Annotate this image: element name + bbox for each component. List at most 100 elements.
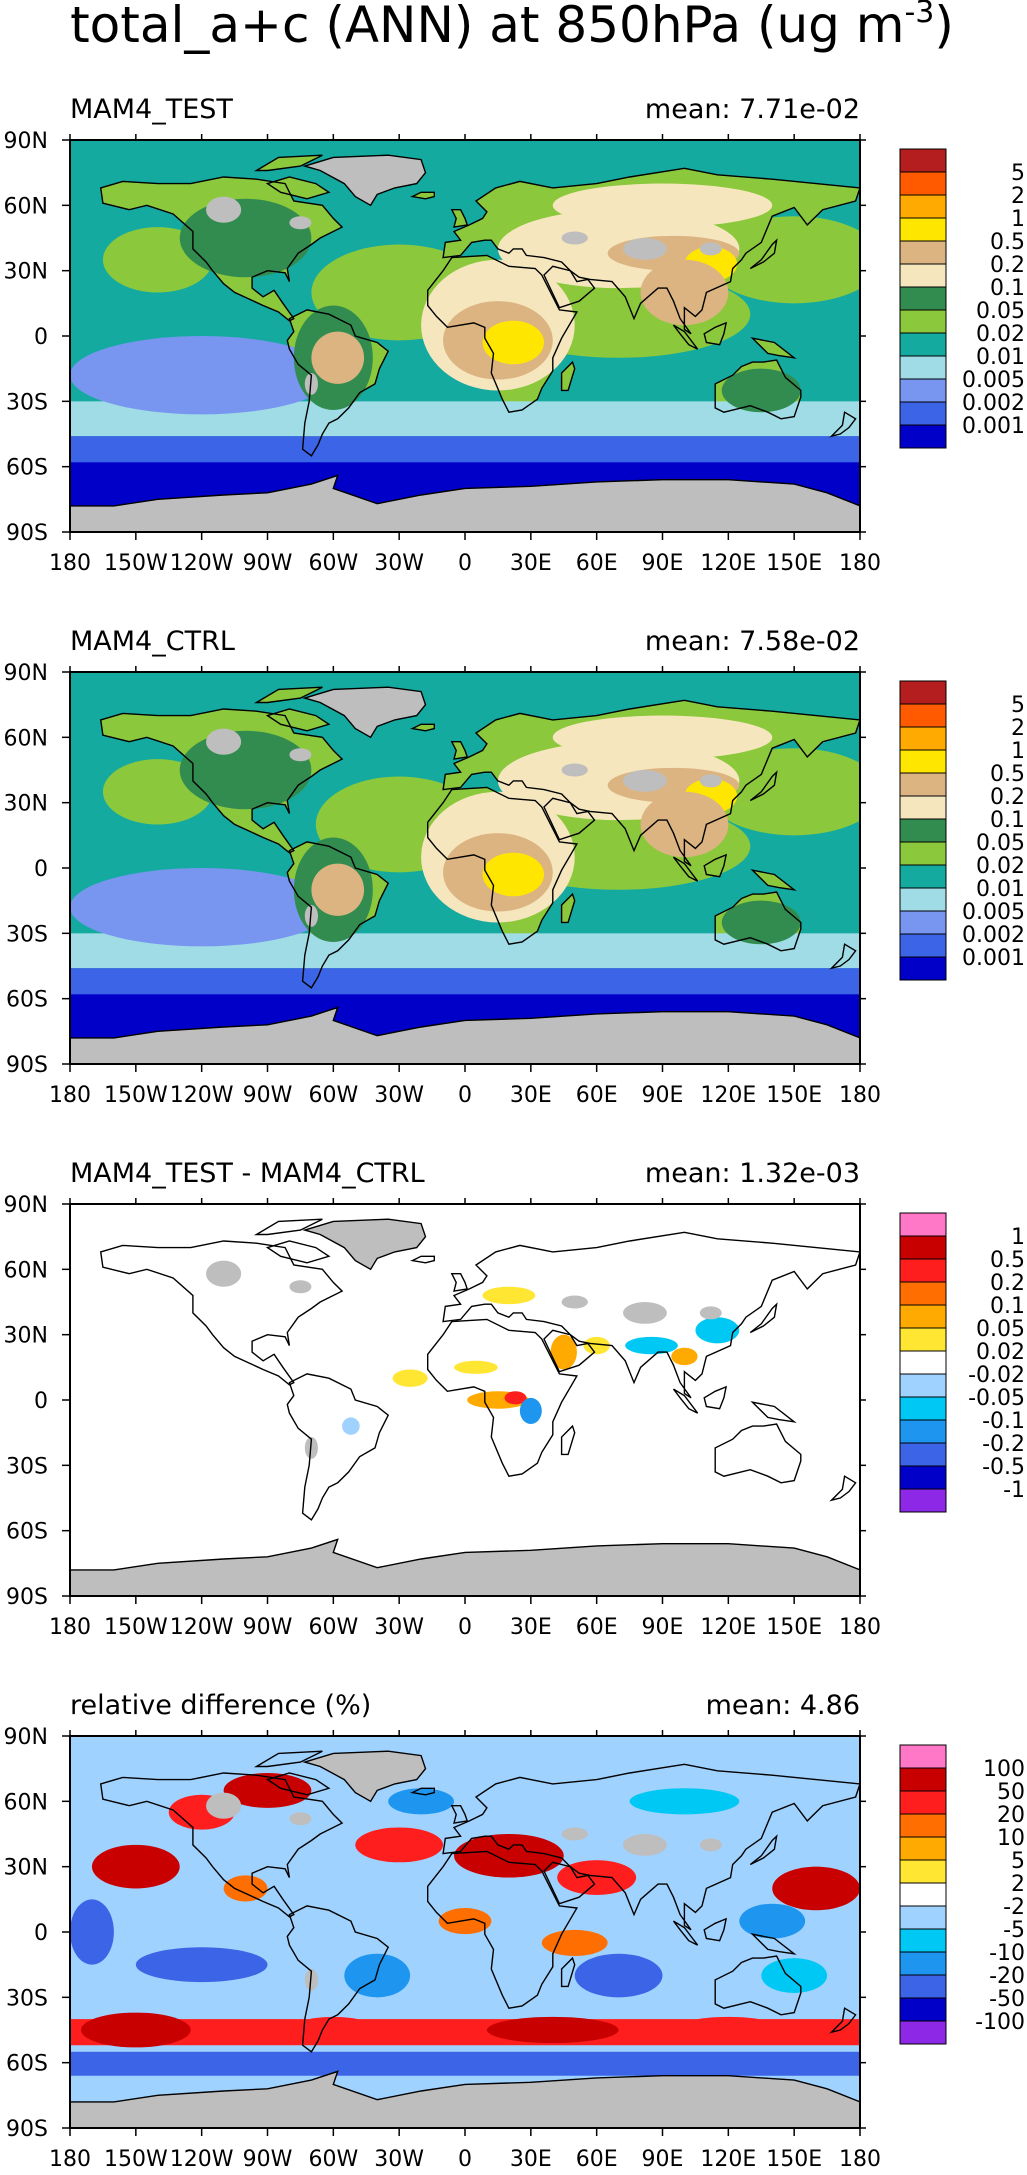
coastline-southAmerica: [286, 841, 390, 989]
colorbar-swatch: [899, 286, 947, 311]
panel-label: MAM4_TEST: [70, 94, 233, 125]
colorbar-label: -0.1: [982, 1409, 1025, 1434]
field-region-17: [721, 368, 801, 413]
missing-greenland: [304, 687, 426, 738]
field-land-newGuinea: [752, 338, 795, 358]
lat-tick-label: 90S: [6, 1053, 48, 1078]
colorbar-swatch: [899, 1813, 947, 1838]
field-region-9: [311, 331, 365, 384]
lon-tick-label: 30W: [374, 1083, 424, 1108]
field-region-16: [640, 259, 729, 326]
lon-tick-label: 120W: [170, 1083, 234, 1108]
field-region-18: [552, 183, 773, 228]
field-region-21: [541, 1929, 608, 1956]
colorbar-swatch: [899, 703, 947, 728]
panel-label: MAM4_TEST - MAM4_CTRL: [70, 1158, 425, 1189]
coastline-newGuinea: [750, 1933, 797, 1955]
coastline-eurasia: [442, 1231, 860, 1399]
colorbar-swatch: [899, 1767, 947, 1792]
field-region-7: [80, 2012, 191, 2048]
lon-tick-label: 90E: [642, 1083, 684, 1108]
lat-tick-label: 90N: [4, 129, 48, 154]
lon-tick-label: 150W: [104, 1083, 168, 1108]
lat-tick-label: 30S: [6, 1986, 48, 2011]
lat-tick-label: 0: [34, 325, 48, 350]
colorbar-swatch: [899, 1744, 947, 1769]
lon-tick-label: 90E: [642, 1615, 684, 1640]
colorbar-label: -1: [1003, 1478, 1025, 1503]
field-region-15: [388, 1788, 455, 1815]
colorbar-swatch: [899, 1882, 947, 1907]
field-region-6: [772, 1866, 860, 1911]
coastline-australia: [714, 891, 802, 952]
colorbar-difference: 10.50.20.10.050.02-0.02-0.05-0.1-0.2-0.5…: [899, 1212, 1025, 1513]
coastline-japan: [749, 1302, 778, 1334]
coastline-africa: [427, 1850, 579, 2009]
colorbar-swatch: [899, 1304, 947, 1329]
field-region-1: [70, 968, 860, 995]
missing-region-0: [206, 728, 242, 755]
missing-region-5: [699, 774, 722, 788]
colorbar-swatch: [899, 1905, 947, 1930]
missing-region-5: [699, 1306, 722, 1320]
colorbar-label: 50: [997, 1780, 1025, 1805]
field-region-9: [311, 863, 365, 916]
colorbar-label: 1: [1011, 739, 1025, 764]
lon-tick-label: 0: [458, 2147, 472, 2172]
coastline-africa: [427, 786, 579, 945]
coastlines: [70, 686, 860, 1064]
missing-region-2: [623, 1302, 667, 1324]
lon-tick-label: 30W: [374, 551, 424, 576]
missing-region-3: [561, 763, 588, 777]
lon-tick-label: 180: [49, 1083, 91, 1108]
field-region-17: [438, 1908, 492, 1935]
lat-tick-label: 0: [34, 857, 48, 882]
lon-tick-label: 120E: [700, 2147, 756, 2172]
map-panel-relative-difference: 180 150W 120W 90W 60W 30W 0 30E 60E 90E 120E 150E 18…: [4, 1690, 1025, 2172]
missing-region-5: [699, 242, 722, 256]
colorbar-label: 0.2: [990, 1271, 1025, 1296]
coastline-northAmerica: [99, 1772, 344, 1918]
coastline-southAmerica: [286, 1905, 390, 2053]
coastline-iceland: [410, 1255, 435, 1264]
lon-tick-label: 60E: [576, 2147, 618, 2172]
colorbar-label: 1: [1011, 1225, 1025, 1250]
coastline-ellesmere: [253, 154, 323, 172]
lon-tick-label: 60W: [308, 1615, 358, 1640]
coastline-ellesmere: [253, 1750, 323, 1768]
panel-label: MAM4_CTRL: [70, 626, 235, 657]
colorbar-label: 2: [1011, 184, 1025, 209]
coastline-newGuinea: [750, 869, 797, 891]
lat-tick-label: 30N: [4, 1856, 48, 1881]
colorbar-label: -5: [1003, 1918, 1025, 1943]
lon-tick-label: 180: [839, 1615, 881, 1640]
colorbar-swatch: [899, 401, 947, 426]
field-region-7: [179, 730, 312, 810]
coastline-greatBritain: [450, 1272, 469, 1292]
colorbar-swatch: [899, 1327, 947, 1352]
missing-region-1: [289, 1812, 312, 1826]
colorbar-swatch: [899, 148, 947, 173]
lon-tick-label: 180: [49, 2147, 91, 2172]
lon-tick-label: 60E: [576, 551, 618, 576]
coastline-antarctica: [70, 1006, 860, 1064]
missing-antarctica: [70, 1539, 860, 1596]
lon-tick-label: 120W: [170, 1615, 234, 1640]
colorbar-swatch: [899, 1350, 947, 1375]
lon-tick-label: 150W: [104, 2147, 168, 2172]
field-land-baffin: [267, 177, 329, 199]
colorbar-label: 0.002: [962, 391, 1025, 416]
field-land-ellesmere: [256, 155, 323, 171]
colorbar-swatch: [899, 1488, 947, 1513]
colorbar-label: 2: [1011, 716, 1025, 741]
colorbar-label: 5: [1011, 1849, 1025, 1874]
coastline-newZealand: [829, 1475, 857, 1502]
colorbar-swatch: [899, 864, 947, 889]
colorbar-swatch: [899, 1442, 947, 1467]
colorbar-swatch: [899, 355, 947, 380]
field-region-3: [355, 1827, 444, 1863]
field-region-8: [671, 1347, 698, 1366]
field-land-ellesmere: [256, 687, 323, 703]
colorbar-swatch: [899, 1396, 947, 1421]
